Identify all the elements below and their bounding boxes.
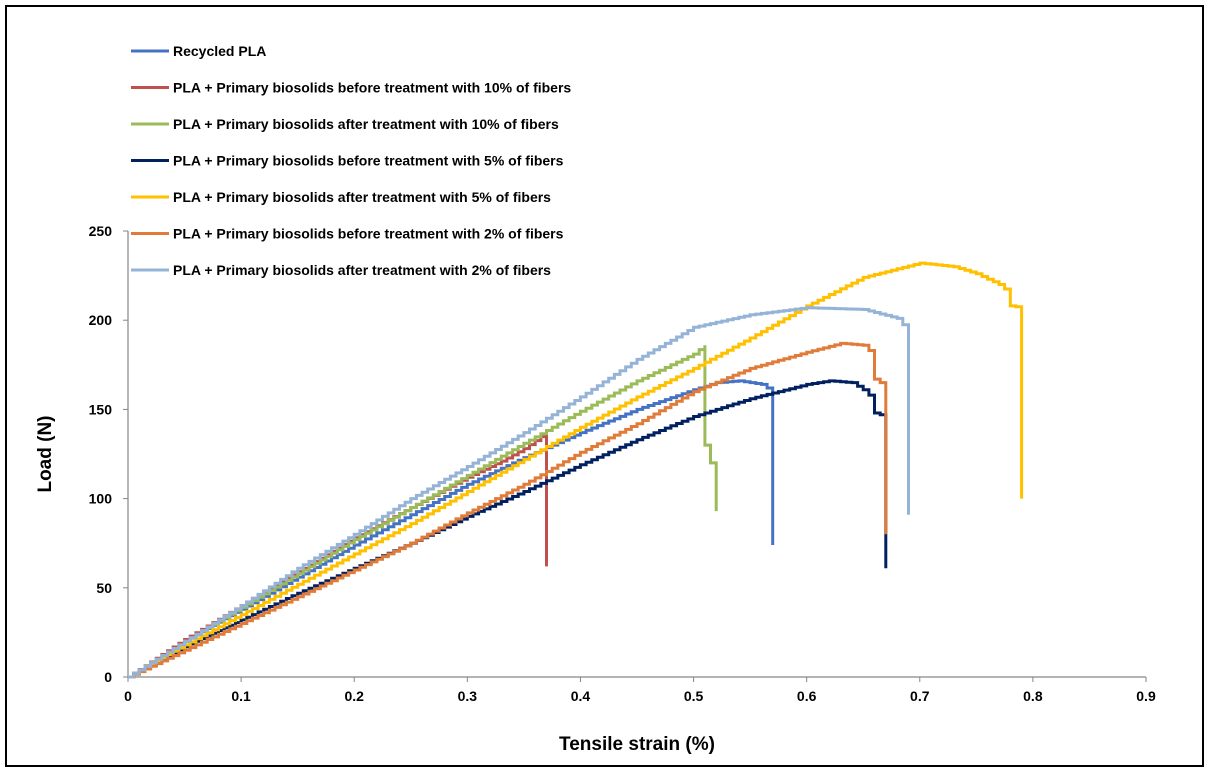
- x-tick-label: 0.5: [684, 688, 704, 704]
- legend: Recycled PLA PLA + Primary biosolids befo…: [131, 43, 571, 278]
- x-axis-title: Tensile strain (%): [559, 734, 715, 755]
- y-axis-title: Load (N): [35, 415, 56, 492]
- x-tick-label: 0: [124, 688, 132, 704]
- series-line-5: [128, 261, 1024, 679]
- legend-label: PLA + Primary biosolids after treatment …: [173, 262, 551, 278]
- x-tick-label: 0.7: [910, 688, 930, 704]
- x-tick-label: 0.4: [571, 688, 591, 704]
- series-lines: [128, 261, 1024, 679]
- axes: 0 0.1 0.2 0.3 0.4 0.5 0.6 0.7 0.8 0.9 0 50 100 150 200…: [89, 223, 1156, 704]
- x-tick-label: 0.9: [1136, 688, 1156, 704]
- x-tick-label: 0.2: [344, 688, 364, 704]
- legend-label: PLA + Primary biosolids before treatment…: [173, 80, 571, 96]
- legend-label: PLA + Primary biosolids after treatment …: [173, 116, 559, 132]
- y-tick-label: 200: [89, 312, 113, 328]
- series-line-6: [128, 341, 888, 679]
- legend-label: PLA + Primary biosolids after treatment …: [173, 189, 551, 205]
- legend-label: Recycled PLA: [173, 43, 266, 59]
- y-tick-label: 250: [89, 223, 113, 239]
- x-tick-label: 0.1: [231, 688, 251, 704]
- x-tick-label: 0.3: [458, 688, 478, 704]
- y-tick-label: 150: [89, 401, 113, 417]
- series-line-7: [128, 306, 910, 679]
- y-tick-label: 0: [104, 669, 112, 685]
- line-chart: 0 0.1 0.2 0.3 0.4 0.5 0.6 0.7 0.8 0.9 0 50 100 150 200…: [35, 43, 1156, 755]
- legend-label: PLA + Primary biosolids before treatment…: [173, 226, 564, 242]
- legend-label: PLA + Primary biosolids before treatment…: [173, 153, 564, 169]
- y-tick-label: 50: [96, 580, 112, 596]
- y-tick-label: 100: [89, 491, 113, 507]
- x-tick-label: 0.8: [1023, 688, 1043, 704]
- chart-frame: 0 0.1 0.2 0.3 0.4 0.5 0.6 0.7 0.8 0.9 0 50 100 150 200…: [5, 5, 1204, 767]
- x-tick-label: 0.6: [797, 688, 817, 704]
